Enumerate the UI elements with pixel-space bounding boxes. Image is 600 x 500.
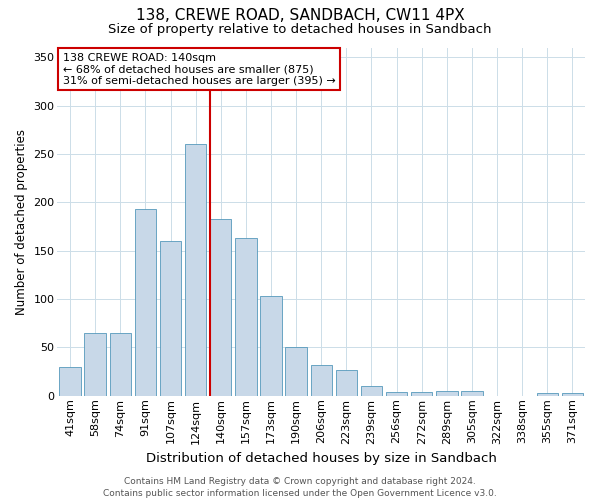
Bar	[85, 333, 106, 396]
Bar	[210, 218, 232, 396]
Bar	[461, 391, 482, 396]
Text: 138, CREWE ROAD, SANDBACH, CW11 4PX: 138, CREWE ROAD, SANDBACH, CW11 4PX	[136, 8, 464, 22]
Bar	[335, 370, 357, 396]
Text: Contains HM Land Registry data © Crown copyright and database right 2024.
Contai: Contains HM Land Registry data © Crown c…	[103, 476, 497, 498]
Bar	[361, 386, 382, 396]
Bar	[386, 392, 407, 396]
Bar	[235, 238, 257, 396]
Bar	[286, 348, 307, 396]
Bar	[411, 392, 433, 396]
Bar	[536, 393, 558, 396]
X-axis label: Distribution of detached houses by size in Sandbach: Distribution of detached houses by size …	[146, 452, 497, 465]
Bar	[185, 144, 206, 396]
Bar	[436, 391, 458, 396]
Bar	[160, 241, 181, 396]
Bar	[260, 296, 281, 396]
Text: Size of property relative to detached houses in Sandbach: Size of property relative to detached ho…	[108, 22, 492, 36]
Bar	[135, 209, 156, 396]
Bar	[311, 365, 332, 396]
Bar	[59, 366, 80, 396]
Y-axis label: Number of detached properties: Number of detached properties	[15, 128, 28, 314]
Bar	[110, 333, 131, 396]
Bar	[562, 393, 583, 396]
Text: 138 CREWE ROAD: 140sqm
← 68% of detached houses are smaller (875)
31% of semi-de: 138 CREWE ROAD: 140sqm ← 68% of detached…	[63, 52, 335, 86]
